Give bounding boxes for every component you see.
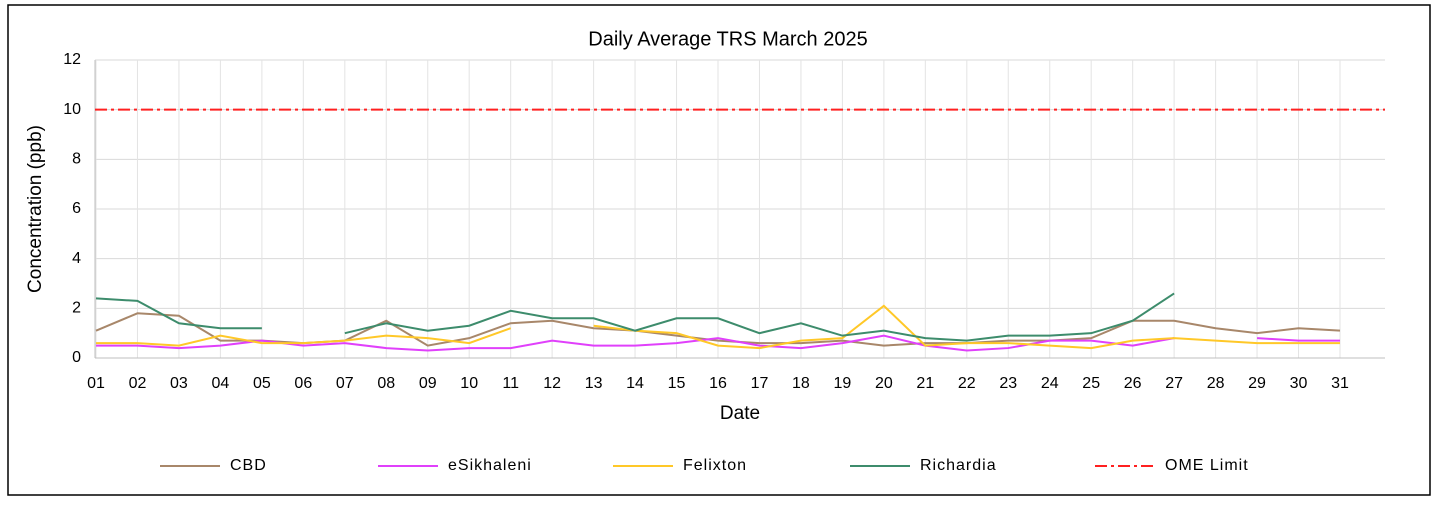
x-tick-label: 23 <box>999 375 1017 392</box>
series-line <box>95 292 1175 342</box>
y-tick-label: 4 <box>72 250 81 267</box>
y-tick-label: 8 <box>72 151 81 168</box>
x-tick-label: 30 <box>1290 375 1308 392</box>
x-tick-label: 07 <box>336 375 354 392</box>
chart-title: Daily Average TRS March 2025 <box>588 28 867 50</box>
x-tick-label: 06 <box>294 375 312 392</box>
y-tick-label: 10 <box>63 101 81 118</box>
x-tick-label: 29 <box>1248 375 1266 392</box>
x-tick-label: 03 <box>170 375 188 392</box>
y-tick-label: 6 <box>72 200 81 217</box>
x-tick-label: 19 <box>834 375 852 392</box>
x-tick-label: 10 <box>460 375 478 392</box>
x-tick-label: 24 <box>1041 375 1059 392</box>
x-tick-label: 27 <box>1165 375 1183 392</box>
chart-border <box>7 4 1431 496</box>
x-tick-label: 15 <box>668 375 686 392</box>
legend-label: eSikhaleni <box>448 457 532 474</box>
y-tick-label: 2 <box>72 300 81 317</box>
x-tick-label: 25 <box>1082 375 1100 392</box>
x-tick-label: 04 <box>212 375 230 392</box>
x-tick-label: 16 <box>709 375 727 392</box>
x-tick-label: 08 <box>377 375 395 392</box>
x-tick-label: 20 <box>875 375 893 392</box>
x-tick-label: 18 <box>792 375 810 392</box>
x-tick-label: 22 <box>958 375 976 392</box>
x-tick-label: 02 <box>129 375 147 392</box>
x-tick-label: 26 <box>1124 375 1142 392</box>
y-tick-label: 0 <box>72 349 81 366</box>
legend-label: Felixton <box>683 457 747 474</box>
y-axis-label: Concentration (ppb) <box>25 125 46 293</box>
x-tick-label: 11 <box>502 375 519 392</box>
legend-label: Richardia <box>920 457 997 474</box>
x-tick-label: 31 <box>1331 375 1349 392</box>
x-tick-label: 17 <box>751 375 769 392</box>
x-tick-label: 12 <box>543 375 561 392</box>
x-tick-label: 13 <box>585 375 603 392</box>
legend-label: OME Limit <box>1165 457 1249 474</box>
y-tick-label: 12 <box>63 51 81 68</box>
series-line <box>96 304 1340 350</box>
legend-label: CBD <box>230 457 267 474</box>
x-tick-label: 21 <box>916 375 934 392</box>
x-tick-label: 09 <box>419 375 437 392</box>
x-tick-label: 28 <box>1207 375 1225 392</box>
x-tick-label: 05 <box>253 375 271 392</box>
x-tick-label: 01 <box>87 375 105 392</box>
x-tick-label: 14 <box>626 375 644 392</box>
x-axis-label: Date <box>720 403 760 424</box>
